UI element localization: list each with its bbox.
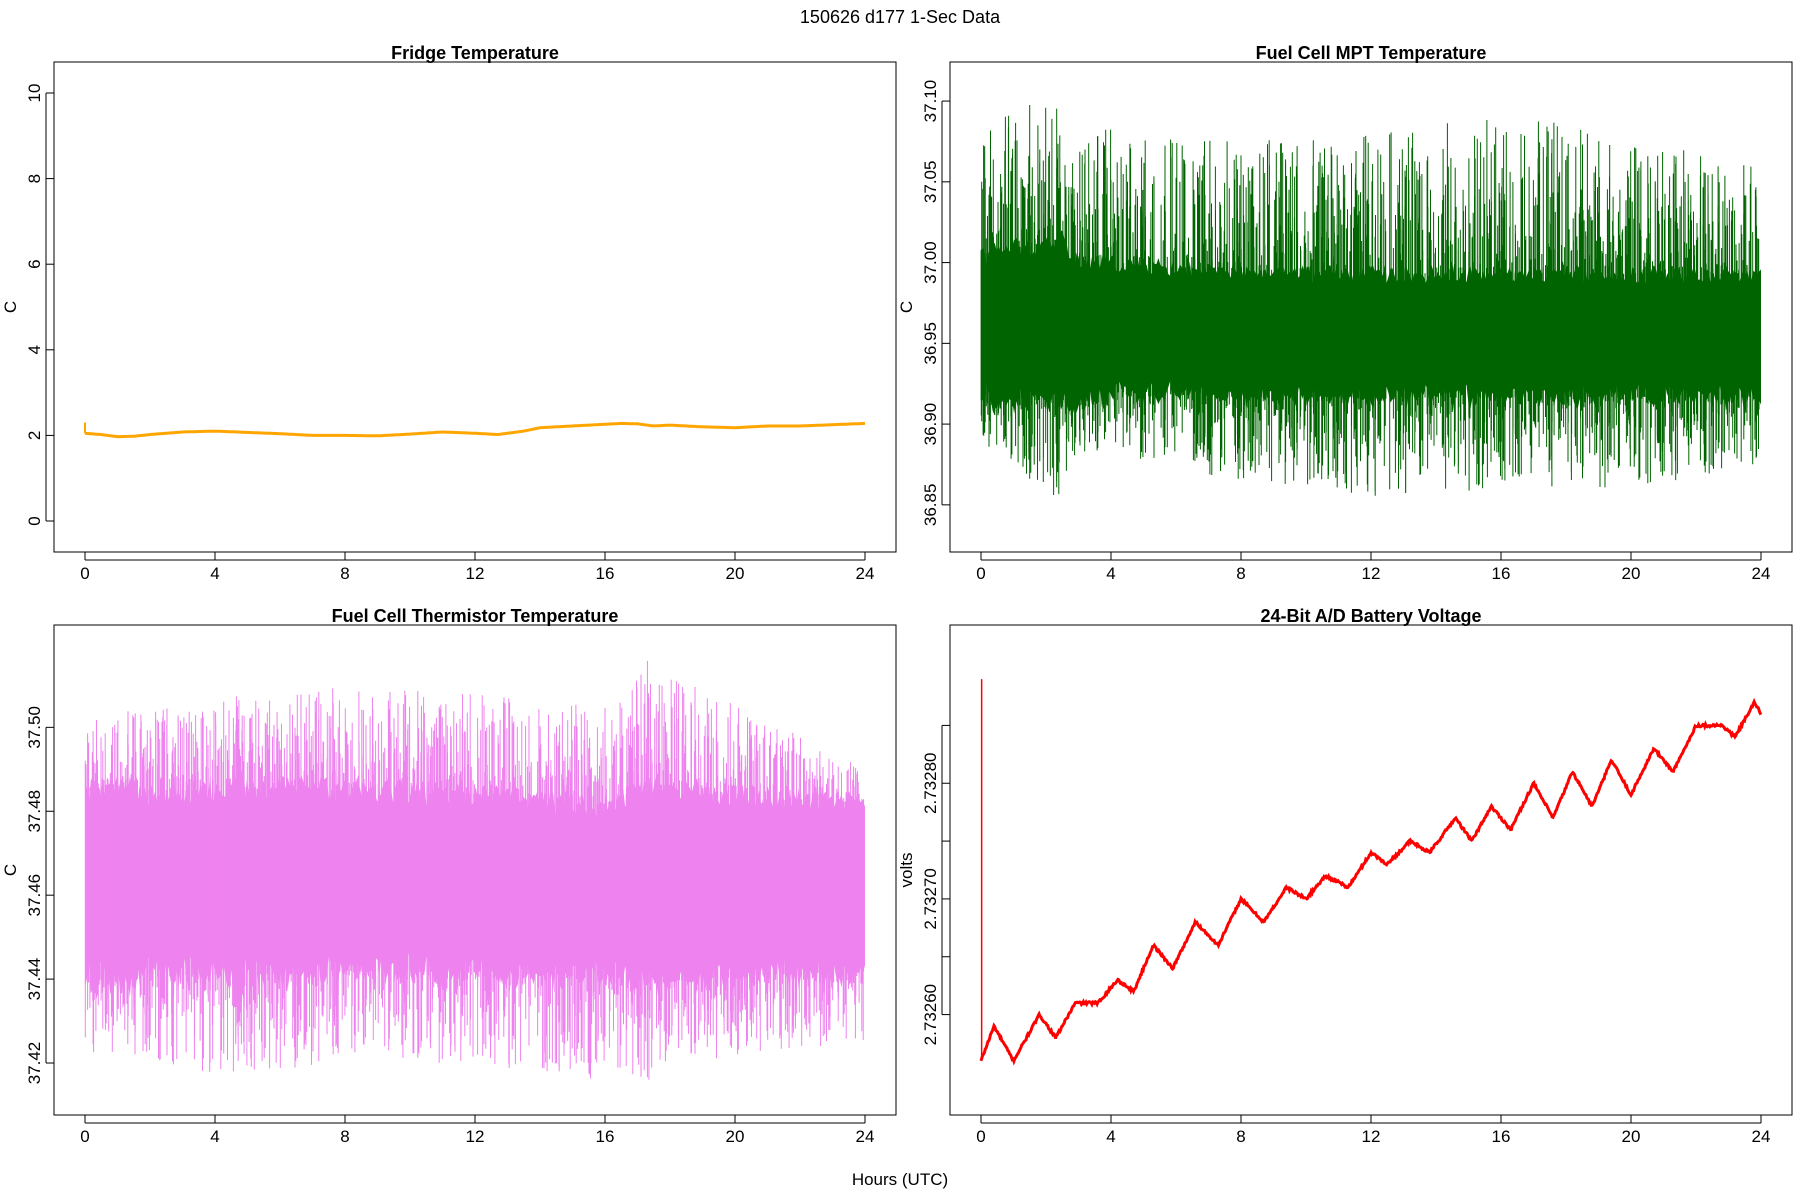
- y-axis-label: volts: [897, 853, 916, 888]
- x-tick-label: 12: [1362, 564, 1381, 583]
- y-tick-label: 0: [25, 516, 44, 525]
- x-tick-label: 0: [80, 1127, 89, 1146]
- x-tick-label: 24: [1752, 1127, 1771, 1146]
- y-tick-label: 8: [25, 174, 44, 183]
- y-tick-label: 37.44: [25, 958, 44, 1001]
- series-line: [84, 421, 866, 439]
- x-tick-label: 0: [976, 564, 985, 583]
- x-tick-label: 20: [1622, 564, 1641, 583]
- x-tick-label: 12: [1362, 1127, 1381, 1146]
- series-spikes: [84, 660, 865, 1080]
- y-tick-label: 37.05: [921, 161, 940, 204]
- chart-title: Fuel Cell MPT Temperature: [1256, 43, 1487, 63]
- x-tick-label: 8: [1236, 564, 1245, 583]
- x-tick-label: 4: [210, 1127, 219, 1146]
- series-spikes: [980, 105, 1760, 496]
- y-tick-label: 4: [25, 345, 44, 354]
- y-axis-label: C: [1, 864, 20, 876]
- y-tick-label: 37.00: [921, 241, 940, 284]
- y-axis-label: C: [1, 301, 20, 313]
- chart-panel-2: Fuel Cell MPT Temperature C 0 4 8 12 16 20 24 36.…: [897, 43, 1793, 583]
- x-tick-label: 20: [726, 1127, 745, 1146]
- x-tick-label: 0: [80, 564, 89, 583]
- y-tick-label: 37.10: [921, 80, 940, 123]
- chart-panel-4: 24-Bit A/D Battery Voltage volts 0 4 8 12 16 20…: [897, 606, 1793, 1146]
- main-title: 150626 d177 1-Sec Data: [800, 7, 1001, 27]
- x-tick-label: 16: [1492, 1127, 1511, 1146]
- y-tick-label: 37.42: [25, 1042, 44, 1085]
- x-tick-label: 0: [976, 1127, 985, 1146]
- y-axis-label: C: [897, 301, 916, 313]
- x-tick-label: 24: [856, 1127, 875, 1146]
- y-tick-label: 36.95: [921, 322, 940, 365]
- x-tick-label: 16: [1492, 564, 1511, 583]
- y-tick-label: 10: [25, 84, 44, 103]
- x-tick-label: 8: [340, 564, 349, 583]
- x-tick-label: 8: [340, 1127, 349, 1146]
- x-tick-label: 4: [210, 564, 219, 583]
- y-tick-label: 37.50: [25, 706, 44, 749]
- chart-title: Fuel Cell Thermistor Temperature: [332, 606, 619, 626]
- y-tick-label: 2.73270: [921, 868, 940, 929]
- y-tick-label: 36.85: [921, 484, 940, 527]
- x-tick-label: 12: [466, 564, 485, 583]
- plot-frame: [949, 624, 1793, 1116]
- plot-frame: [53, 61, 897, 553]
- y-tick-label: 37.46: [25, 874, 44, 917]
- chart-title: 24-Bit A/D Battery Voltage: [1260, 606, 1481, 626]
- x-tick-label: 16: [596, 564, 615, 583]
- x-tick-label: 20: [1622, 1127, 1641, 1146]
- y-tick-label: 2.73280: [921, 753, 940, 814]
- x-tick-label: 8: [1236, 1127, 1245, 1146]
- x-axis-label: Hours (UTC): [852, 1170, 948, 1189]
- x-tick-label: 20: [726, 564, 745, 583]
- chart-panel-3: Fuel Cell Thermistor Temperature C 0 4 8 12 16…: [1, 606, 897, 1146]
- y-tick-label: 36.90: [921, 403, 940, 446]
- x-tick-label: 4: [1106, 1127, 1115, 1146]
- y-tick-label: 2: [25, 431, 44, 440]
- y-tick-label: 2.73260: [921, 984, 940, 1045]
- series-line: [979, 697, 1763, 1066]
- y-tick-label: 6: [25, 259, 44, 268]
- x-tick-label: 16: [596, 1127, 615, 1146]
- x-tick-label: 4: [1106, 564, 1115, 583]
- x-tick-label: 24: [1752, 564, 1771, 583]
- chart-title: Fridge Temperature: [391, 43, 559, 63]
- y-tick-label: 37.48: [25, 790, 44, 833]
- x-tick-label: 12: [466, 1127, 485, 1146]
- x-tick-label: 24: [856, 564, 875, 583]
